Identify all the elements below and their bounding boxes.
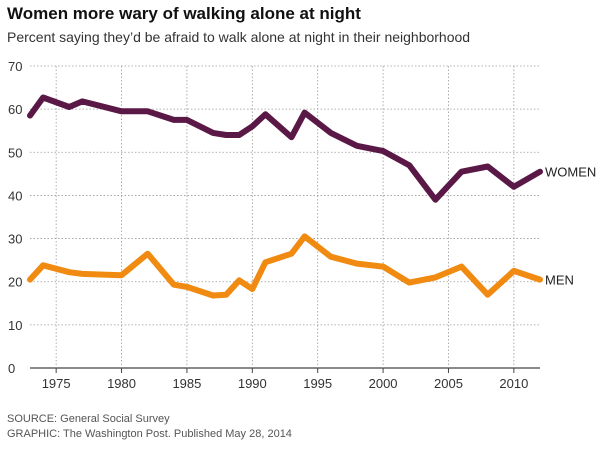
x-tick-label: 1980 [107, 376, 136, 391]
chart-subtitle: Percent saying they’d be afraid to walk … [7, 29, 471, 45]
y-tick-label: 50 [8, 145, 22, 160]
series-label-men: MEN [545, 273, 574, 288]
x-tick-label: 1975 [42, 376, 71, 391]
y-tick-label: 0 [8, 361, 15, 376]
y-tick-label: 40 [8, 188, 22, 203]
x-tick-label: 1985 [172, 376, 201, 391]
y-tick-label: 70 [8, 59, 22, 74]
y-tick-label: 20 [8, 275, 22, 290]
series-label-women: WOMEN [545, 165, 596, 180]
y-tick-label: 60 [8, 102, 22, 117]
source-line: SOURCE: General Social Survey [7, 413, 170, 425]
x-tick-label: 2000 [369, 376, 398, 391]
x-tick-label: 2005 [434, 376, 463, 391]
x-tick-label: 1995 [303, 376, 332, 391]
source-note: SOURCE: General Social Survey GRAPHIC: T… [7, 412, 292, 442]
y-tick-label: 10 [8, 318, 22, 333]
graphic-credit-line: GRAPHIC: The Washington Post. Published … [7, 428, 292, 440]
series-line-women [27, 94, 543, 203]
chart-title: Women more wary of walking alone at nigh… [7, 4, 361, 23]
series-line-men [27, 233, 543, 299]
x-tick-label: 2010 [499, 376, 528, 391]
x-tick-label: 1990 [238, 376, 267, 391]
y-tick-label: 30 [8, 232, 22, 247]
